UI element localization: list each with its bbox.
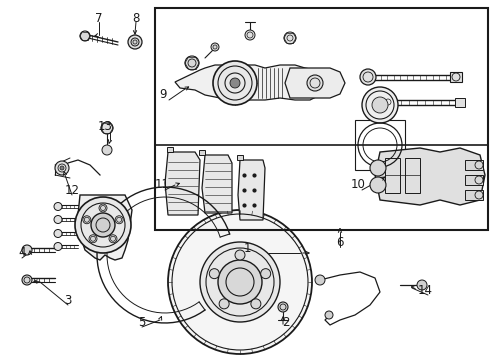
Circle shape (91, 213, 115, 237)
Circle shape (372, 97, 388, 113)
Circle shape (109, 235, 117, 243)
Bar (385, 158, 400, 193)
Bar (465, 175, 483, 185)
Text: 2: 2 (282, 315, 290, 328)
Text: 7: 7 (95, 12, 103, 24)
Circle shape (60, 166, 64, 170)
Bar (237, 155, 243, 160)
Circle shape (370, 177, 386, 193)
Text: 11: 11 (154, 179, 170, 192)
Bar (199, 150, 205, 155)
Circle shape (89, 235, 97, 243)
Circle shape (261, 269, 270, 279)
Polygon shape (238, 160, 265, 220)
Bar (465, 160, 483, 170)
Circle shape (54, 243, 62, 251)
Circle shape (80, 31, 90, 41)
Polygon shape (165, 152, 200, 215)
Circle shape (54, 216, 62, 224)
Text: 1: 1 (243, 242, 251, 255)
Text: 14: 14 (417, 284, 433, 297)
Bar (450, 72, 462, 82)
Bar (355, 120, 405, 170)
Text: 8: 8 (132, 12, 140, 24)
Text: 9: 9 (159, 89, 167, 102)
Circle shape (83, 216, 91, 224)
Text: 4: 4 (18, 247, 26, 260)
Text: 6: 6 (336, 235, 344, 248)
Circle shape (131, 38, 139, 46)
Circle shape (382, 96, 394, 108)
Circle shape (128, 35, 142, 49)
Circle shape (75, 197, 131, 253)
Circle shape (307, 75, 323, 91)
Bar (455, 98, 465, 107)
Bar (155, 145, 488, 230)
Circle shape (168, 210, 312, 354)
Text: 12: 12 (65, 184, 79, 197)
Circle shape (22, 245, 32, 255)
Polygon shape (175, 65, 325, 100)
Bar (167, 147, 173, 152)
Text: 3: 3 (64, 293, 72, 306)
Text: 13: 13 (98, 120, 112, 132)
Circle shape (211, 43, 219, 51)
Text: 5: 5 (138, 316, 146, 329)
Circle shape (251, 299, 261, 309)
Text: 10: 10 (350, 179, 366, 192)
Polygon shape (375, 148, 485, 205)
Circle shape (101, 122, 113, 134)
Bar (155, 8, 488, 230)
Circle shape (219, 299, 229, 309)
Circle shape (360, 69, 376, 85)
Polygon shape (78, 195, 132, 260)
Circle shape (102, 145, 112, 155)
Circle shape (417, 280, 427, 290)
Circle shape (278, 302, 288, 312)
Circle shape (230, 78, 240, 88)
Polygon shape (202, 155, 232, 213)
Circle shape (200, 242, 280, 322)
Circle shape (213, 61, 257, 105)
Circle shape (209, 269, 220, 279)
Polygon shape (285, 68, 345, 98)
Circle shape (245, 30, 255, 40)
Circle shape (115, 216, 123, 224)
Circle shape (315, 275, 325, 285)
Bar (465, 190, 483, 200)
Circle shape (99, 204, 107, 212)
Circle shape (185, 56, 199, 70)
Circle shape (325, 311, 333, 319)
Circle shape (54, 202, 62, 211)
Circle shape (54, 230, 62, 238)
Circle shape (55, 161, 69, 175)
Bar (405, 158, 420, 193)
Circle shape (235, 250, 245, 260)
Circle shape (22, 275, 32, 285)
Circle shape (370, 160, 386, 176)
Circle shape (218, 260, 262, 304)
Circle shape (362, 87, 398, 123)
Circle shape (284, 32, 296, 44)
